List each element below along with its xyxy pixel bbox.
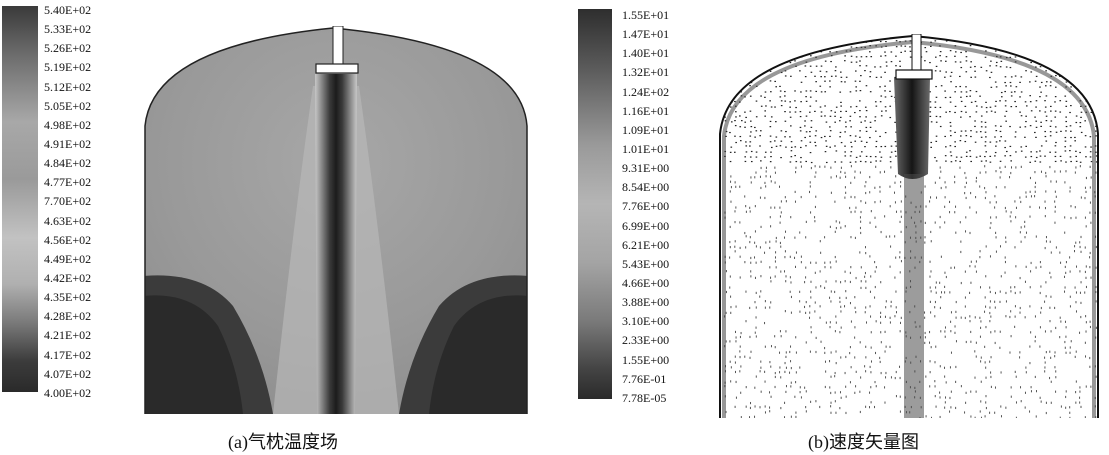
velocity-vector-plot	[718, 33, 1100, 423]
temperature-tick: 4.63E+02	[44, 213, 92, 228]
temperature-tick: 4.17E+02	[44, 347, 92, 362]
temperature-tick: 4.49E+02	[44, 251, 92, 266]
velocity-tick: 6.99E+00	[622, 218, 670, 233]
velocity-tick: 1.32E+01	[622, 65, 670, 80]
vector-field-dots	[724, 40, 1098, 418]
velocity-tick: 7.76E+00	[622, 199, 670, 214]
temperature-tick: 5.33E+02	[44, 22, 92, 37]
velocity-tick: 4.66E+00	[622, 275, 670, 290]
temperature-field-plot	[143, 25, 529, 419]
velocity-tick: 9.31E+00	[622, 161, 670, 176]
velocity-tick: 1.24E+02	[622, 84, 670, 99]
temperature-tick: 4.91E+02	[44, 136, 92, 151]
velocity-colorbar-labels: 1.55E+01 1.47E+01 1.40E+01 1.32E+01 1.24…	[622, 6, 669, 408]
temperature-tick: 5.19E+02	[44, 60, 92, 75]
velocity-tick: 1.55E+01	[622, 8, 670, 22]
velocity-tick: 7.78E-05	[622, 390, 667, 405]
temperature-field-image	[144, 25, 528, 414]
velocity-tick: 1.55E+00	[622, 352, 670, 367]
velocity-tick: 3.88E+00	[622, 295, 670, 310]
velocity-tick: 1.16E+01	[622, 103, 670, 118]
velocity-colorbar-swatches	[578, 9, 612, 399]
velocity-tick: 3.10E+00	[622, 314, 670, 329]
temperature-tick: 4.28E+02	[44, 309, 92, 324]
temperature-tick: 5.40E+02	[44, 3, 92, 17]
temperature-tick: 5.26E+02	[44, 41, 92, 56]
temperature-colorbar-labels: 5.40E+02 5.33E+02 5.26E+02 5.19E+02 5.12…	[44, 1, 91, 403]
velocity-tick: 6.21E+00	[622, 237, 670, 252]
temperature-tick: 4.84E+02	[44, 156, 92, 171]
velocity-tick: 8.54E+00	[622, 180, 670, 195]
temperature-tick: 5.05E+02	[44, 98, 92, 113]
temperature-colorbar	[2, 6, 38, 392]
velocity-tick: 1.09E+01	[622, 122, 670, 137]
velocity-tick: 7.76E-01	[622, 371, 667, 386]
velocity-tick: 1.40E+01	[622, 46, 670, 61]
temperature-tick: 7.70E+02	[44, 194, 92, 209]
velocity-tick: 5.43E+00	[622, 256, 670, 271]
temperature-tick: 4.07E+02	[44, 366, 92, 381]
temperature-colorbar-swatches	[2, 6, 38, 392]
temperature-tick: 4.00E+02	[44, 385, 92, 400]
panel-b-caption: (b)速度矢量图	[808, 432, 919, 452]
velocity-colorbar	[578, 9, 612, 399]
temperature-tick: 4.21E+02	[44, 328, 92, 343]
velocity-tick: 2.33E+00	[622, 333, 670, 348]
temperature-tick: 4.56E+02	[44, 232, 92, 247]
temperature-tick: 4.77E+02	[44, 175, 92, 190]
temperature-tick: 5.12E+02	[44, 79, 92, 94]
panel-a-caption: (a)气枕温度场	[228, 432, 338, 452]
velocity-tick: 1.01E+01	[622, 141, 670, 156]
temperature-tick: 4.42E+02	[44, 270, 92, 285]
temperature-tick: 4.98E+02	[44, 117, 92, 132]
velocity-tick: 1.47E+01	[622, 27, 670, 42]
velocity-vector-image	[719, 33, 1099, 418]
temperature-tick: 4.35E+02	[44, 290, 92, 305]
